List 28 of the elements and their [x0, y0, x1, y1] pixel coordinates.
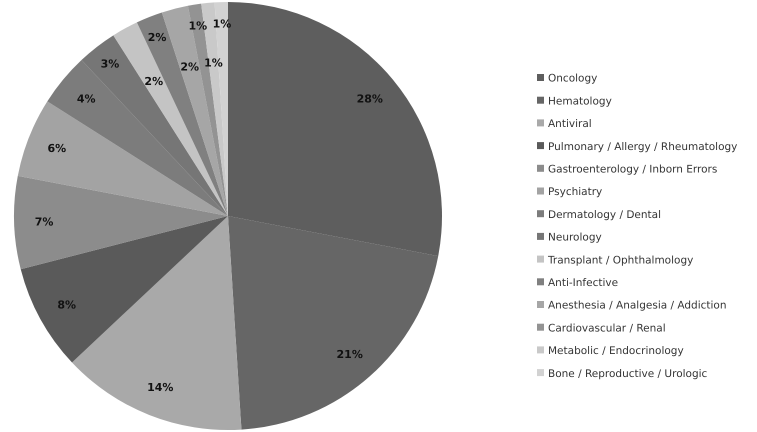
data-label: 2% [148, 30, 166, 44]
data-label: 3% [100, 58, 120, 71]
data-label: 28% [356, 92, 383, 106]
legend-label: Transplant / Ophthalmology [547, 254, 694, 266]
data-label: 7% [34, 216, 54, 229]
legend-label: Anti-Infective [548, 276, 618, 289]
data-label: 1% [188, 20, 208, 33]
legend-label: Cardiovascular / Renal [548, 322, 666, 334]
data-label: 4% [76, 92, 96, 106]
legend-label: Bone / Reproductive / Urologic [548, 368, 708, 380]
legend-label: Antiviral [548, 118, 592, 130]
pie-slice [14, 176, 228, 270]
legend-label: Hematology [548, 95, 612, 108]
data-label: 14% [147, 380, 174, 394]
legend-label: Neurology [548, 232, 602, 244]
data-label: 2% [144, 74, 164, 88]
data-label: 21% [336, 348, 363, 361]
data-label: 1% [204, 56, 223, 70]
data-label: 6% [48, 142, 66, 156]
legend-label: Gastroenterology / Inborn Errors [548, 163, 718, 176]
legend-label: Psychiatry [548, 186, 602, 198]
legend-label: Metabolic / Endocrinology [548, 345, 684, 358]
legend-label: Oncology [548, 72, 598, 85]
legend-label: Dermatology / Dental [548, 208, 661, 221]
legend-label: Pulmonary / Allergy / Rheumatology [548, 140, 738, 153]
data-label: 2% [180, 60, 200, 74]
legend-label: Anesthesia / Analgesia / Addiction [548, 300, 727, 312]
data-label: 8% [57, 298, 76, 312]
